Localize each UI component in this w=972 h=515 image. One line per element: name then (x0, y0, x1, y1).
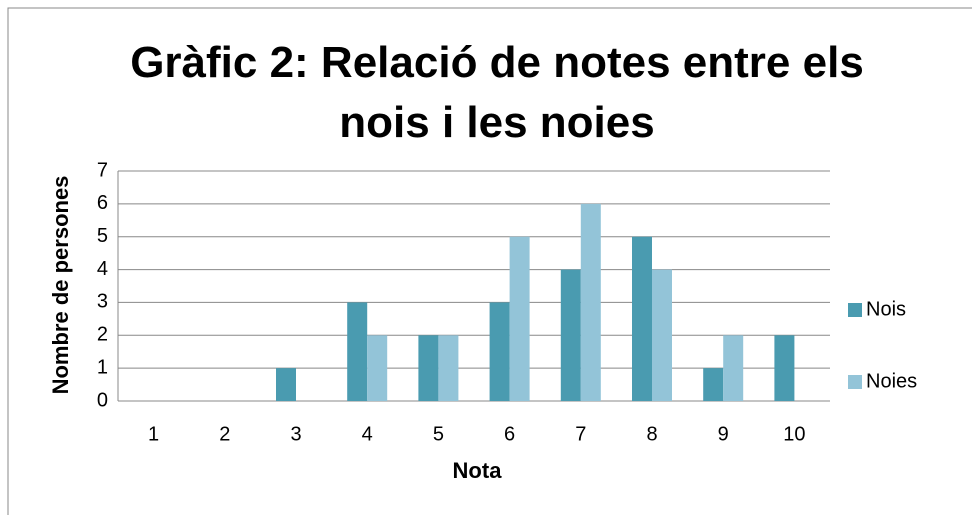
legend-swatch (848, 303, 862, 317)
bar (774, 335, 795, 401)
x-tick-label: 5 (433, 423, 444, 445)
x-tick-label: 1 (148, 423, 159, 445)
y-tick-label: 1 (97, 356, 108, 378)
y-tick-label: 2 (97, 324, 108, 346)
x-axis-label: Nota (453, 458, 503, 483)
y-tick-label: 4 (97, 258, 108, 280)
x-tick-label: 8 (646, 423, 657, 445)
chart-title: Gràfic 2: Relació de notes entre els noi… (130, 38, 864, 147)
legend-swatch (848, 375, 862, 389)
bar (580, 203, 601, 401)
x-tick-label: 7 (575, 423, 586, 445)
legend-label: Nois (866, 298, 906, 320)
bar (276, 368, 296, 401)
legend-label: Noies (866, 370, 917, 392)
chart-border (7, 7, 972, 515)
bar (723, 335, 744, 401)
bar (489, 302, 510, 401)
x-tick-label: 10 (783, 423, 805, 445)
bar (418, 335, 439, 401)
y-tick-label: 6 (97, 192, 108, 214)
bar (509, 236, 530, 401)
bar (632, 236, 652, 401)
y-axis-label: Nombre de persones (48, 176, 73, 395)
bar (438, 335, 459, 401)
y-tick-label: 3 (97, 291, 108, 313)
x-tick-label: 2 (219, 423, 230, 445)
x-tick-label: 3 (290, 423, 301, 445)
x-tick-label: 6 (504, 423, 515, 445)
bar (347, 302, 368, 401)
bar (703, 368, 724, 401)
y-tick-label: 0 (97, 389, 108, 411)
y-tick-label: 7 (97, 159, 108, 181)
x-tick-label: 4 (362, 423, 373, 445)
y-tick-label: 5 (97, 225, 108, 247)
bar (652, 269, 672, 401)
bar (560, 269, 581, 401)
bar (367, 335, 388, 401)
x-tick-label: 9 (718, 423, 729, 445)
